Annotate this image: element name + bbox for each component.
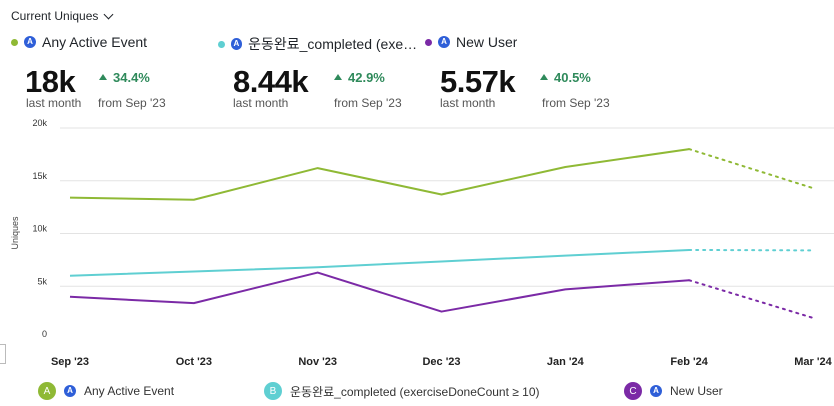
x-tick-label: Dec '23: [422, 356, 460, 368]
x-tick-label: Mar '24: [794, 356, 832, 368]
legend-label: Any Active Event: [84, 384, 175, 398]
x-tick-label: Feb '24: [670, 356, 708, 368]
y-axis-ticks: 0 5k 10k 15k 20k: [32, 118, 47, 339]
legend-label: 운동완료_completed (exerciseDoneCount ≥ 10): [290, 384, 540, 399]
kpi-delta: 40.5%: [540, 70, 591, 85]
legend-label: New User: [670, 384, 723, 398]
series-color-dot: [218, 40, 225, 48]
series-projection-line: [688, 279, 814, 319]
series-line[interactable]: [69, 271, 690, 313]
chart-grid: [60, 127, 834, 287]
kpi-value: 8.44k: [233, 64, 309, 99]
kpi-value: 18k: [25, 64, 76, 99]
trend-up-icon: [540, 74, 548, 80]
kpi-period: last month: [233, 96, 289, 110]
x-tick-label: Oct '23: [176, 356, 212, 368]
series-projection-line: [688, 148, 814, 190]
kpi-comparison: from Sep '23: [334, 96, 402, 110]
kpi-period: last month: [26, 96, 82, 110]
legend-badge: C: [624, 382, 642, 400]
x-tick-label: Nov '23: [298, 356, 337, 368]
series-line[interactable]: [69, 148, 690, 201]
kpi-new-user: A New User 5.57k last month 40.5% from S…: [425, 34, 625, 114]
y-tick-label: 10k: [32, 224, 47, 234]
side-panel-handle[interactable]: [0, 344, 6, 364]
legend-badge: B: [264, 382, 282, 400]
event-icon: A: [24, 36, 36, 48]
kpi-period: last month: [440, 96, 496, 110]
trend-up-icon: [334, 74, 342, 80]
y-axis-label: Uniques: [10, 216, 20, 250]
chart-series: [69, 148, 814, 319]
series-color-dot: [425, 38, 432, 46]
x-axis-ticks: Sep '23 Oct '23 Nov '23 Dec '23 Jan '24 Feb '…: [51, 356, 833, 368]
kpi-delta: 42.9%: [334, 70, 385, 85]
event-icon: A: [438, 36, 450, 48]
metric-selector-label: Current Uniques: [11, 9, 99, 23]
kpi-any-active-event: A Any Active Event 18k last month 34.4% …: [11, 34, 201, 114]
legend-item-c[interactable]: C A New User: [624, 382, 723, 400]
kpi-exercise-completed: A 운동완료_completed (exerc... 8.44k last mo…: [218, 34, 418, 114]
kpi-delta: 34.4%: [99, 70, 150, 85]
event-icon: A: [230, 38, 243, 50]
x-tick-label: Sep '23: [51, 356, 89, 368]
kpi-comparison: from Sep '23: [98, 96, 166, 110]
metric-selector[interactable]: Current Uniques: [11, 9, 114, 23]
series-color-dot: [11, 38, 18, 46]
series-line[interactable]: [69, 248, 690, 277]
event-icon: A: [64, 385, 76, 397]
legend-badge: A: [38, 382, 56, 400]
legend-item-b[interactable]: B 운동완료_completed (exerciseDoneCount ≥ 10…: [264, 382, 540, 400]
kpi-value: 5.57k: [440, 64, 516, 99]
event-icon: A: [650, 385, 662, 397]
x-tick-label: Jan '24: [547, 356, 585, 368]
y-tick-label: 0: [42, 329, 47, 339]
kpi-comparison: from Sep '23: [542, 96, 610, 110]
y-tick-label: 20k: [32, 118, 47, 128]
legend-item-a[interactable]: A A Any Active Event: [38, 382, 174, 400]
y-tick-label: 5k: [37, 276, 47, 286]
trend-up-icon: [99, 74, 107, 80]
y-tick-label: 15k: [32, 171, 47, 181]
